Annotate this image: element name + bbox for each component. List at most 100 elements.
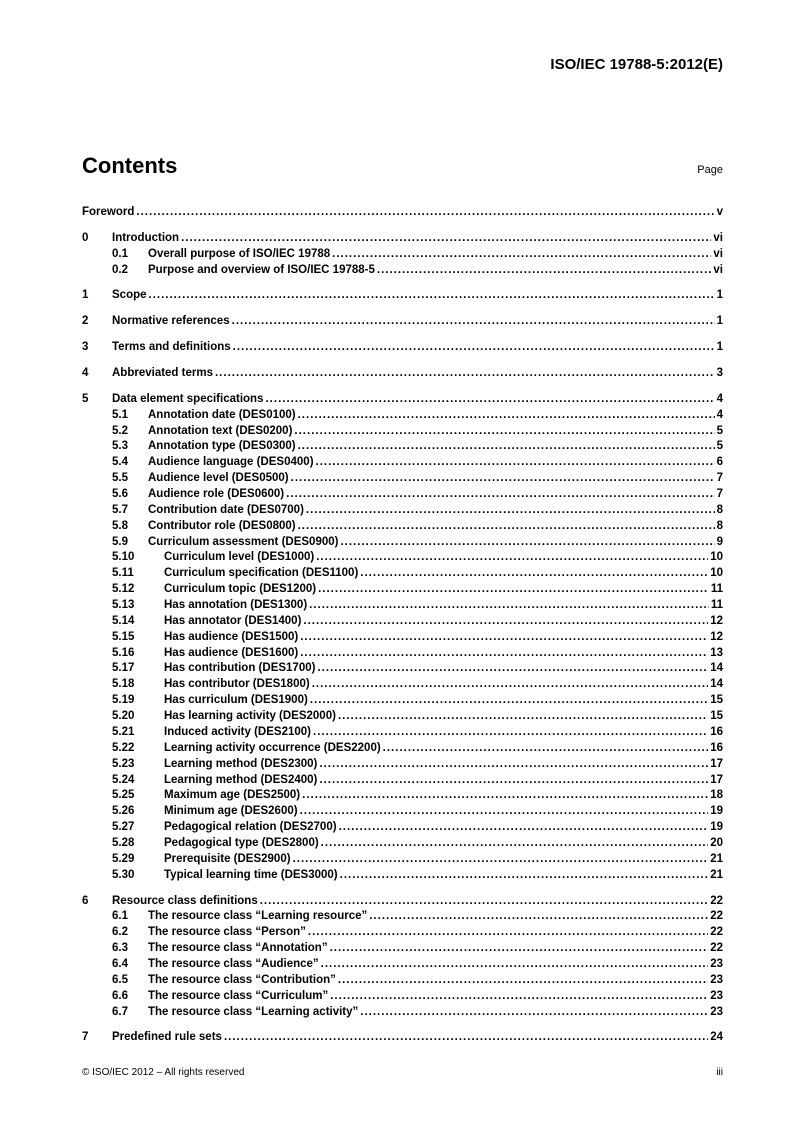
toc-entry: 5.12Curriculum topic (DES1200)11	[82, 582, 723, 598]
toc-entry: 5.18Has contributor (DES1800)14	[82, 677, 723, 693]
toc-entry: 5.25Maximum age (DES2500)18	[82, 788, 723, 804]
toc-entry: 5.5Audience level (DES0500) 7	[82, 471, 723, 487]
toc-dots	[306, 503, 715, 519]
toc-text: Annotation type (DES0300)	[148, 439, 296, 455]
toc-page: 22	[710, 894, 723, 910]
toc-number: 5.13	[112, 598, 152, 614]
toc-dots	[303, 614, 708, 630]
toc-page: 11	[711, 582, 723, 598]
toc-page: 17	[710, 757, 723, 773]
toc-entry: 2Normative references1	[82, 314, 723, 330]
toc-group: 2Normative references1	[82, 314, 723, 330]
toc-text: Audience language (DES0400)	[148, 455, 314, 471]
toc-entry: 5Data element specifications4	[82, 392, 723, 408]
toc-dots	[298, 519, 715, 535]
toc-number: 5.14	[112, 614, 152, 630]
toc-entry: 5.2Annotation text (DES0200) 5	[82, 424, 723, 440]
toc-entry: 5.19Has curriculum (DES1900) 15	[82, 693, 723, 709]
toc-entry: 5.11Curriculum specification (DES1100) 1…	[82, 566, 723, 582]
toc-entry: 5.14Has annotator (DES1400) 12	[82, 614, 723, 630]
toc-page: 23	[710, 1005, 723, 1021]
toc-entry: 5.16Has audience (DES1600) 13	[82, 646, 723, 662]
toc-page: 22	[710, 925, 723, 941]
toc-dots	[338, 709, 708, 725]
toc-number: 5.29	[112, 852, 152, 868]
toc-text: Has curriculum (DES1900)	[152, 693, 308, 709]
toc-dots	[340, 535, 714, 551]
toc-text: Introduction	[112, 231, 179, 247]
toc-page: 21	[710, 852, 723, 868]
toc-text: The resource class “Learning activity”	[148, 1005, 358, 1021]
toc-number: 5.9	[112, 535, 148, 551]
toc-number: 7	[82, 1030, 112, 1046]
toc-page: 1	[717, 314, 723, 330]
toc-entry: 0.2Purpose and overview of ISO/IEC 19788…	[82, 263, 723, 279]
toc-text: Curriculum topic (DES1200)	[152, 582, 316, 598]
toc-entry: 6.5The resource class “Contribution”23	[82, 973, 723, 989]
toc-number: 4	[82, 366, 112, 382]
toc-entry: 5.26Minimum age (DES2600) 19	[82, 804, 723, 820]
toc-text: Purpose and overview of ISO/IEC 19788-5	[148, 263, 375, 279]
toc-text: Has audience (DES1600)	[152, 646, 298, 662]
toc-group: 1Scope1	[82, 288, 723, 304]
toc-entry: 5.27Pedagogical relation (DES2700) 19	[82, 820, 723, 836]
toc-dots	[291, 471, 715, 487]
toc-text: Scope	[112, 288, 147, 304]
toc-number: 6.4	[112, 957, 148, 973]
toc-number: 5.5	[112, 471, 148, 487]
toc-page: 15	[710, 693, 723, 709]
toc-page: 16	[710, 741, 723, 757]
toc-number: 5.24	[112, 773, 152, 789]
toc-group: 5Data element specifications45.1Annotati…	[82, 392, 723, 884]
toc-entry: 7Predefined rule sets24	[82, 1030, 723, 1046]
toc-entry: 5.17Has contribution (DES1700)14	[82, 661, 723, 677]
toc-page: 7	[717, 487, 723, 503]
toc-number: 0	[82, 231, 112, 247]
toc-page: 23	[710, 989, 723, 1005]
toc-number: 5.25	[112, 788, 152, 804]
toc-text: Annotation text (DES0200)	[148, 424, 292, 440]
toc-number: 3	[82, 340, 112, 356]
toc-dots	[330, 941, 709, 957]
toc-number: 5.4	[112, 455, 148, 471]
toc-dots	[319, 757, 708, 773]
toc-entry: 5.10Curriculum level (DES1000) 10	[82, 550, 723, 566]
toc-group: 3Terms and definitions1	[82, 340, 723, 356]
toc-number: 5.18	[112, 677, 152, 693]
toc-entry: 5.13Has annotation (DES1300) 11	[82, 598, 723, 614]
toc-page: 12	[710, 614, 723, 630]
toc-page: 15	[710, 709, 723, 725]
toc-page: 7	[717, 471, 723, 487]
toc-number: 5.17	[112, 661, 152, 677]
toc-group: Foreword v	[82, 205, 723, 221]
toc-text: Has learning activity (DES2000)	[152, 709, 336, 725]
toc-page: vi	[713, 263, 723, 279]
toc-dots	[369, 909, 708, 925]
toc-dots	[360, 566, 708, 582]
footer: © ISO/IEC 2012 – All rights reserved iii	[82, 1067, 723, 1078]
toc-text: Has contributor (DES1800)	[152, 677, 310, 693]
toc-text: Pedagogical type (DES2800)	[152, 836, 319, 852]
toc-text: Foreword	[82, 205, 134, 221]
toc-dots	[360, 1005, 708, 1021]
toc-page: v	[717, 205, 723, 221]
toc-number: 2	[82, 314, 112, 330]
footer-left: © ISO/IEC 2012 – All rights reserved	[82, 1067, 244, 1078]
toc-dots	[309, 598, 709, 614]
toc-text: Induced activity (DES2100)	[152, 725, 311, 741]
toc-dots	[233, 340, 715, 356]
toc-entry: 0.1Overall purpose of ISO/IEC 19788 vi	[82, 247, 723, 263]
toc-number: 6	[82, 894, 112, 910]
toc-number: 6.6	[112, 989, 148, 1005]
toc-page: 20	[710, 836, 723, 852]
toc-text: Has annotator (DES1400)	[152, 614, 301, 630]
toc-dots	[215, 366, 715, 382]
toc-entry: 5.3Annotation type (DES0300) 5	[82, 439, 723, 455]
toc-number: 5.6	[112, 487, 148, 503]
toc-entry: 5.28Pedagogical type (DES2800)20	[82, 836, 723, 852]
toc-dots	[181, 231, 711, 247]
toc-text: Learning method (DES2300)	[152, 757, 317, 773]
toc-page: 16	[710, 725, 723, 741]
toc-number: 6.5	[112, 973, 148, 989]
toc-number: 5.27	[112, 820, 152, 836]
